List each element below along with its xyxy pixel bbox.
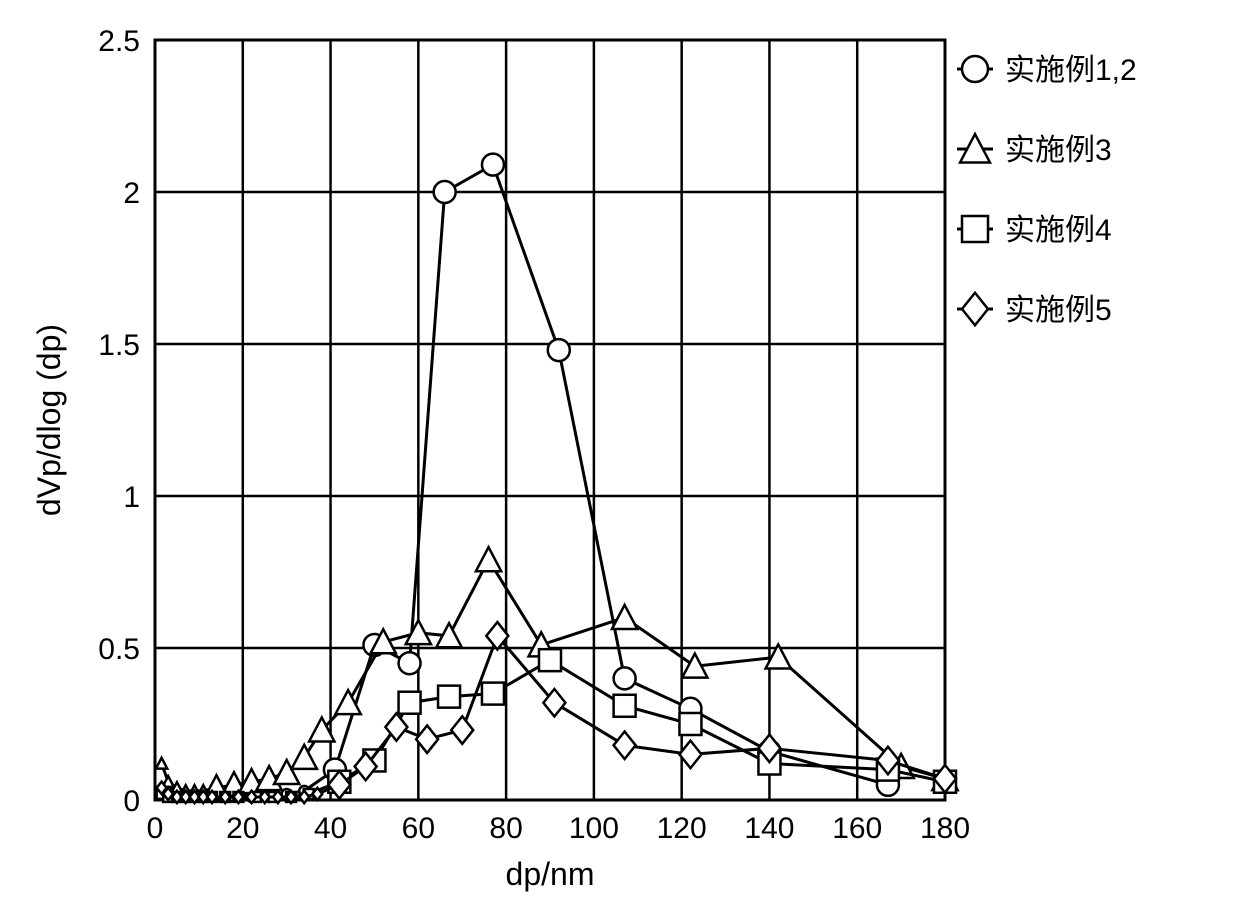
x-tick-label: 60 [402, 812, 435, 845]
x-tick-label: 0 [147, 812, 164, 845]
legend-label: 实施例1,2 [1005, 54, 1137, 87]
series-marker [434, 181, 456, 203]
x-tick-label: 140 [744, 812, 794, 845]
legend-marker-icon [962, 216, 988, 242]
y-tick-label: 0.5 [98, 633, 140, 666]
series-marker [438, 686, 460, 708]
legend-label: 实施例5 [1005, 294, 1112, 327]
y-tick-label: 0 [123, 785, 140, 818]
chart-container: 0 20 40 60 80 100 120 140 160 180 0 0.5 1 1.5 2 2.5 dp/n… [0, 0, 1240, 921]
series-marker [399, 652, 421, 674]
series-marker [614, 695, 636, 717]
series-marker [482, 154, 504, 176]
legend-label: 实施例3 [1005, 134, 1112, 167]
x-tick-label: 40 [314, 812, 347, 845]
series-marker [548, 339, 570, 361]
legend-label: 实施例4 [1005, 214, 1112, 247]
x-tick-label: 120 [657, 812, 707, 845]
y-tick-label: 1.5 [98, 329, 140, 362]
x-tick-label: 20 [226, 812, 259, 845]
series-marker [614, 667, 636, 689]
x-tick-label: 180 [920, 812, 970, 845]
y-tick-label: 2 [123, 177, 140, 210]
series-marker [539, 649, 561, 671]
legend-item: 实施例4 [957, 214, 1112, 247]
x-tick-label: 160 [832, 812, 882, 845]
pore-distribution-chart: 0 20 40 60 80 100 120 140 160 180 0 0.5 1 1.5 2 2.5 dp/n… [0, 0, 1240, 921]
series-marker [482, 683, 504, 705]
x-tick-label: 80 [489, 812, 522, 845]
x-tick-label: 100 [569, 812, 619, 845]
y-axis-title: dVp/dlog (dp) [31, 324, 67, 516]
series-marker [399, 692, 421, 714]
y-tick-label: 2.5 [98, 25, 140, 58]
y-tick-label: 1 [123, 481, 140, 514]
x-axis-title: dp/nm [506, 856, 595, 892]
legend-marker-icon [962, 56, 988, 82]
series-marker [679, 713, 701, 735]
